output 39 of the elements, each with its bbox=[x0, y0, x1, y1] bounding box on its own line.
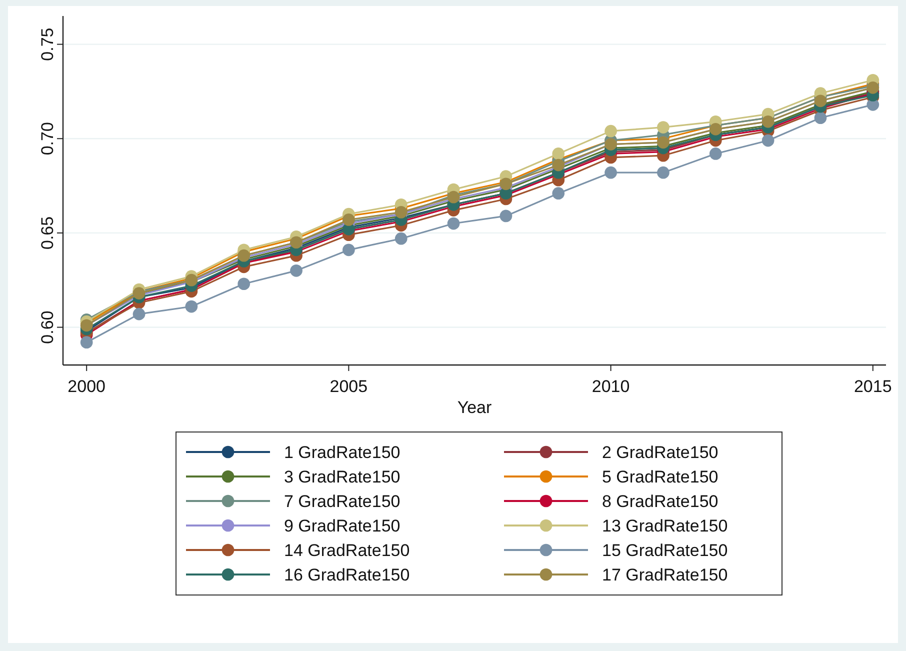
x-axis-title: Year bbox=[457, 398, 492, 417]
point bbox=[709, 148, 722, 160]
legend-label: 8 GradRate150 bbox=[602, 492, 718, 511]
point bbox=[80, 336, 93, 349]
legend-label: 13 GradRate150 bbox=[602, 516, 728, 536]
legend-label: 9 GradRate150 bbox=[284, 516, 400, 536]
point bbox=[500, 210, 512, 222]
point bbox=[238, 278, 250, 290]
x-tick-label: 2015 bbox=[854, 377, 892, 396]
point bbox=[447, 217, 460, 230]
point bbox=[604, 166, 617, 179]
point bbox=[394, 232, 408, 245]
point bbox=[657, 166, 670, 179]
point bbox=[552, 148, 565, 160]
point bbox=[604, 124, 617, 138]
point bbox=[290, 264, 302, 277]
legend-label: 15 GradRate150 bbox=[602, 541, 728, 560]
y-tick-label: 0.70 bbox=[38, 122, 57, 156]
x-tick-label: 2000 bbox=[68, 377, 106, 396]
point bbox=[657, 121, 670, 134]
point bbox=[552, 187, 565, 200]
point bbox=[132, 308, 146, 320]
legend-label: 1 GradRate150 bbox=[284, 443, 400, 462]
legend-label: 5 GradRate150 bbox=[602, 468, 718, 486]
point bbox=[814, 112, 827, 124]
point bbox=[185, 300, 198, 313]
legend-label: 2 GradRate150 bbox=[602, 443, 718, 462]
x-tick-label: 2010 bbox=[592, 377, 630, 396]
y-tick-label: 0.65 bbox=[38, 216, 57, 250]
legend-label: 17 GradRate150 bbox=[602, 566, 728, 584]
legend-label: 7 GradRate150 bbox=[284, 492, 400, 511]
legend-label: 3 GradRate150 bbox=[284, 468, 400, 486]
point bbox=[762, 134, 774, 147]
legend-label: 16 GradRate150 bbox=[284, 566, 410, 584]
point bbox=[342, 244, 355, 256]
y-tick-label: 0.60 bbox=[38, 310, 57, 344]
y-tick-label: 0.75 bbox=[38, 28, 57, 61]
legend-label: 14 GradRate150 bbox=[284, 541, 410, 560]
x-tick-label: 2005 bbox=[330, 377, 368, 396]
